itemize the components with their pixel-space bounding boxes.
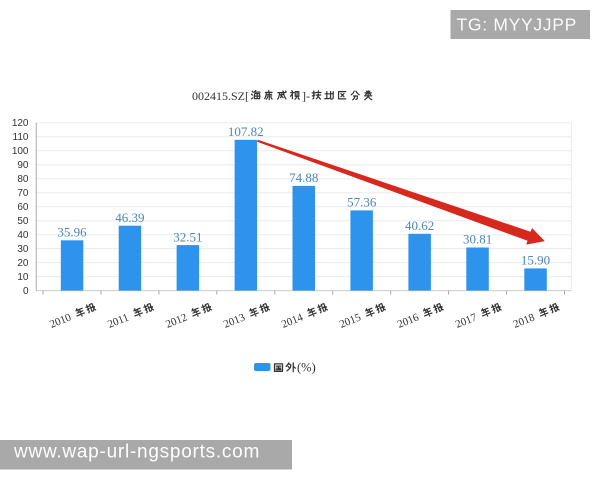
svg-text:70: 70 [17, 188, 29, 199]
svg-text:110: 110 [13, 132, 29, 143]
svg-text:]-: ]- [302, 89, 310, 103]
svg-text:90: 90 [17, 160, 29, 171]
svg-text:20: 20 [17, 258, 29, 269]
svg-text:40.62: 40.62 [405, 218, 434, 233]
svg-text:0: 0 [23, 286, 29, 297]
svg-text:30.81: 30.81 [463, 232, 492, 247]
svg-text:10: 10 [17, 272, 29, 283]
svg-text:60: 60 [17, 202, 29, 213]
svg-text:15.90: 15.90 [521, 253, 550, 268]
svg-text:100: 100 [12, 146, 29, 157]
svg-text:57.36: 57.36 [347, 195, 377, 210]
svg-text:80: 80 [17, 174, 29, 185]
svg-text:120: 120 [12, 118, 29, 129]
svg-text:107.82: 107.82 [228, 124, 264, 139]
svg-text:46.39: 46.39 [115, 210, 144, 225]
svg-text:002415.SZ[: 002415.SZ[ [192, 89, 249, 103]
svg-text:35.96: 35.96 [57, 225, 87, 240]
svg-text:40: 40 [17, 230, 29, 241]
svg-text:30: 30 [17, 244, 29, 255]
svg-text:74.88: 74.88 [289, 170, 318, 185]
svg-text:32.51: 32.51 [173, 229, 202, 244]
svg-text:50: 50 [17, 216, 29, 227]
svg-text:(%): (%) [297, 361, 316, 375]
svg-text:www.wap-url-ngsports.com: www.wap-url-ngsports.com [13, 442, 260, 463]
svg-text:TG: MYYJJPP: TG: MYYJJPP [457, 15, 578, 35]
